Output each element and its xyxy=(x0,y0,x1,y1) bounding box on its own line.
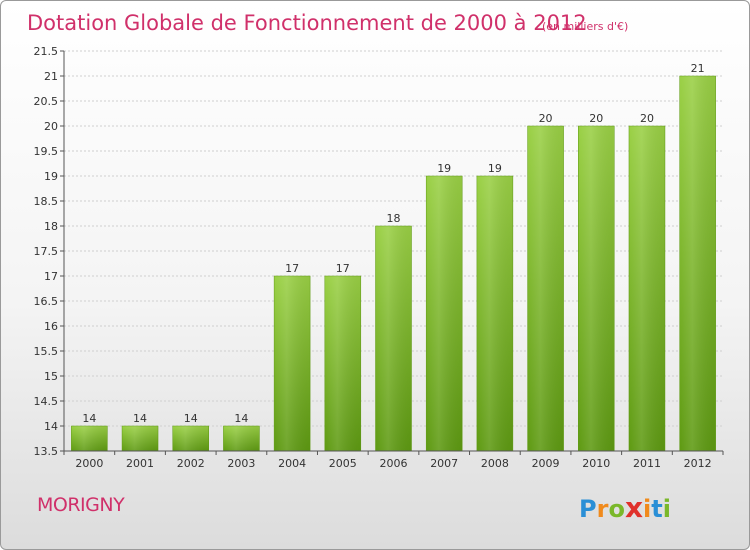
data-label: 14 xyxy=(82,412,96,425)
x-tick-label: 2010 xyxy=(582,457,610,470)
logo-letter: i xyxy=(662,495,671,523)
data-label: 19 xyxy=(488,162,502,175)
data-label: 18 xyxy=(387,212,401,225)
x-tick-label: 2007 xyxy=(430,457,458,470)
bar-shine xyxy=(172,426,209,451)
y-tick-label: 20.5 xyxy=(34,95,59,108)
x-tick-label: 2012 xyxy=(684,457,712,470)
y-tick-label: 19.5 xyxy=(34,145,59,158)
y-tick-label: 16.5 xyxy=(34,295,59,308)
y-tick-label: 16 xyxy=(44,320,58,333)
y-tick-label: 13.5 xyxy=(34,445,59,458)
y-tick-label: 15 xyxy=(44,370,58,383)
x-axis: 2000 2001 2002 2003 2004 2005 2006 2007 2008 2009… xyxy=(63,450,724,470)
data-label: 20 xyxy=(640,112,654,125)
y-tick-label: 17.5 xyxy=(34,245,59,258)
bar-shine xyxy=(122,426,159,451)
data-label: 14 xyxy=(133,412,147,425)
data-label: 21 xyxy=(691,62,705,75)
y-tick-label: 18.5 xyxy=(34,195,59,208)
bar-shine xyxy=(274,276,311,451)
x-tick-label: 2003 xyxy=(227,457,255,470)
y-tick-label: 14.5 xyxy=(34,395,59,408)
bar-shine xyxy=(426,176,463,451)
logo-letter: t xyxy=(651,495,663,523)
x-tick-label: 2002 xyxy=(177,457,205,470)
y-tick-label: 17 xyxy=(44,270,58,283)
chart-subtitle: (en milliers d'€) xyxy=(542,20,628,33)
bar-shine xyxy=(679,76,716,451)
y-tick-label: 19 xyxy=(44,170,58,183)
x-tick-label: 2011 xyxy=(633,457,661,470)
x-tick-label: 2004 xyxy=(278,457,306,470)
logo-letter: x xyxy=(624,491,643,524)
data-label: 14 xyxy=(184,412,198,425)
x-tick-label: 2006 xyxy=(380,457,408,470)
y-tick-label: 21 xyxy=(44,70,58,83)
data-label: 20 xyxy=(589,112,603,125)
x-tick-label: 2008 xyxy=(481,457,509,470)
chart-title: Dotation Globale de Fonctionnement de 20… xyxy=(27,11,587,35)
bar-shine xyxy=(527,126,564,451)
logo-letter: o xyxy=(608,495,625,523)
bar-shine xyxy=(628,126,665,451)
x-tick-label: 2000 xyxy=(75,457,103,470)
bar-shine xyxy=(375,226,412,451)
bars: 14 14 14 14 17 17 18 19 19 20 20 20 21 xyxy=(71,62,716,452)
bar-shine xyxy=(578,126,615,451)
logo-letter: r xyxy=(596,495,609,523)
bar-shine xyxy=(223,426,260,451)
logo-letter: i xyxy=(643,495,652,523)
data-label: 17 xyxy=(336,262,350,275)
y-tick-label: 14 xyxy=(44,420,58,433)
logo-letter: P xyxy=(579,495,597,523)
proxiti-logo: Proxiti xyxy=(579,491,671,524)
bar-shine xyxy=(71,426,108,451)
y-tick-label: 15.5 xyxy=(34,345,59,358)
y-tick-label: 20 xyxy=(44,120,58,133)
data-label: 17 xyxy=(285,262,299,275)
y-axis: 13.5 14 14.5 15 15.5 16 16.5 17 17.5 18 18.5 19 19.5… xyxy=(34,45,65,458)
commune-name: MORIGNY xyxy=(37,494,125,516)
bar-shine xyxy=(476,176,513,451)
x-tick-label: 2009 xyxy=(532,457,560,470)
data-label: 19 xyxy=(437,162,451,175)
data-label: 20 xyxy=(539,112,553,125)
bar-shine xyxy=(324,276,361,451)
y-tick-label: 21.5 xyxy=(34,45,59,58)
y-tick-label: 18 xyxy=(44,220,58,233)
data-label: 14 xyxy=(234,412,248,425)
x-tick-label: 2001 xyxy=(126,457,154,470)
x-tick-label: 2005 xyxy=(329,457,357,470)
